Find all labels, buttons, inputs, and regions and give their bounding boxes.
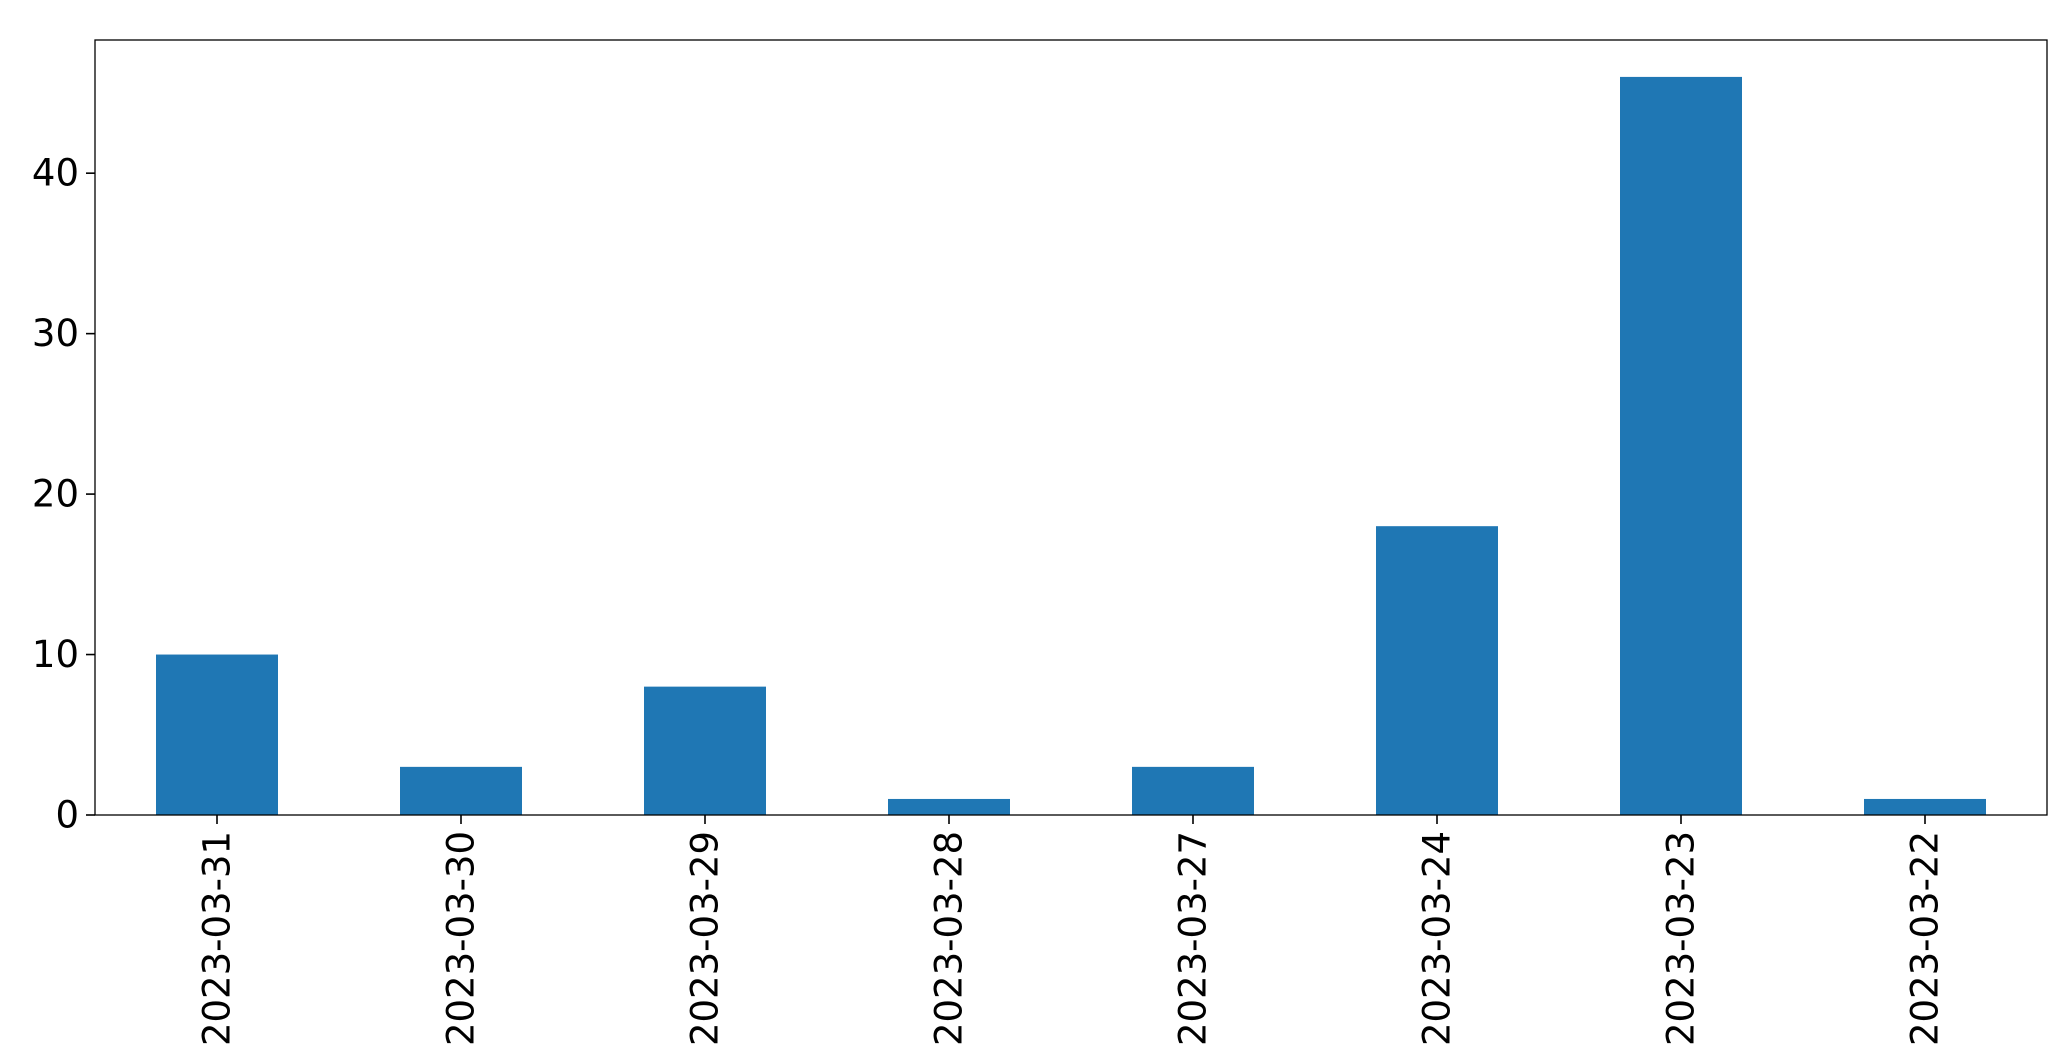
x-tick-label: 2023-03-27 [1172,831,1215,1046]
bar-2023-03-24 [1376,526,1498,815]
bar-2023-03-31 [156,654,278,815]
y-tick-label: 10 [32,633,79,676]
y-tick-label: 30 [32,312,79,355]
bar-2023-03-23 [1620,76,1742,815]
x-tick-label: 2023-03-30 [440,831,483,1046]
bar-2023-03-30 [400,766,522,815]
x-tick-label: 2023-03-29 [684,831,727,1046]
bars-group [156,76,1986,815]
bar-2023-03-27 [1132,766,1254,815]
x-tick-label: 2023-03-24 [1416,831,1459,1046]
bar-2023-03-28 [888,798,1010,815]
x-tick-label: 2023-03-23 [1660,831,1703,1046]
x-tick-label: 2023-03-22 [1904,831,1947,1046]
y-axis-ticks: 0 10 20 30 40 [32,152,95,837]
x-tick-label: 2023-03-31 [196,831,239,1046]
x-axis-ticks: 2023-03-31 2023-03-30 2023-03-29 2023-03-28… [196,815,1947,1046]
y-tick-label: 20 [32,473,79,516]
y-tick-label: 0 [55,794,79,837]
bar-2023-03-29 [644,686,766,815]
bar-2023-03-22 [1864,798,1986,815]
plot-area-frame [94,39,2048,816]
x-tick-label: 2023-03-28 [928,831,971,1046]
y-tick-label: 40 [32,152,79,195]
